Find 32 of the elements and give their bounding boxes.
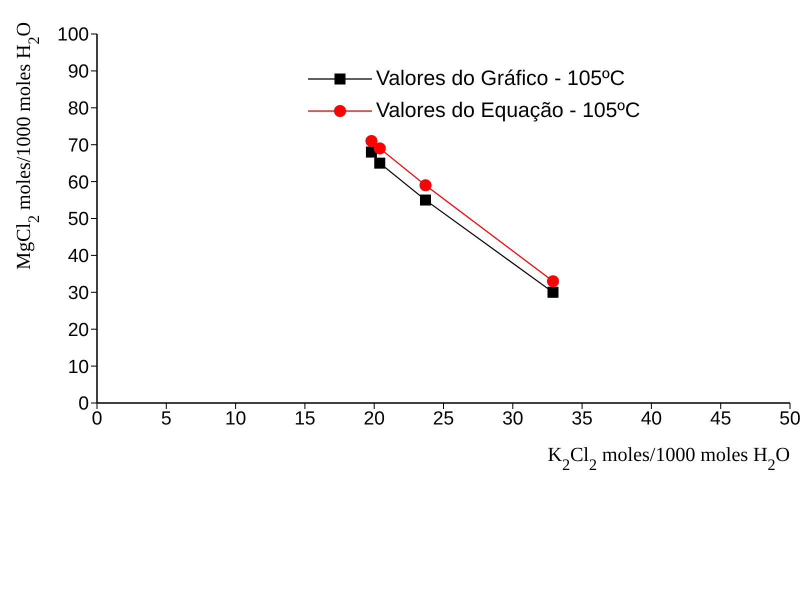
y-tick-label: 100 <box>57 24 89 46</box>
x-tick-label: 50 <box>779 408 801 430</box>
x-tick-label: 20 <box>364 408 385 430</box>
x-tick-label: 35 <box>572 408 593 430</box>
x-tick-label: 5 <box>161 408 172 430</box>
y-tick-label: 0 <box>78 394 89 415</box>
y-tick-label: 70 <box>68 135 89 156</box>
x-tick-label: 0 <box>92 408 102 430</box>
point <box>374 142 386 154</box>
point <box>374 158 386 169</box>
y-tick-label: 20 <box>68 320 89 341</box>
y-tick-label: 60 <box>68 172 89 194</box>
legend-label: Valores do Equação - 105ºC <box>376 99 640 123</box>
point <box>547 286 558 298</box>
legend-label: Valores do Gráfico - 105ºC <box>376 67 625 91</box>
x-tick-label: 30 <box>502 408 524 430</box>
x-tick-label: 15 <box>294 408 316 430</box>
x-tick-label: 40 <box>640 408 662 430</box>
y-tick-label: 30 <box>68 283 89 304</box>
y-tick-label: 80 <box>68 98 89 120</box>
y-tick-label: 10 <box>68 356 89 378</box>
y-tick-label: 90 <box>68 62 89 83</box>
x-tick-label: 45 <box>710 408 732 430</box>
y-tick-label: 50 <box>68 209 89 230</box>
point <box>420 194 431 206</box>
point <box>365 135 378 148</box>
x-tick-label: 10 <box>225 408 246 430</box>
y-tick-label: 40 <box>68 246 89 268</box>
x-axis-title: K$_{2}$Cl$_{2}$ moles/1000 moles H$_{2}$O <box>548 444 790 474</box>
point <box>546 275 559 288</box>
x-tick-label: 25 <box>432 408 454 430</box>
point <box>419 179 432 192</box>
